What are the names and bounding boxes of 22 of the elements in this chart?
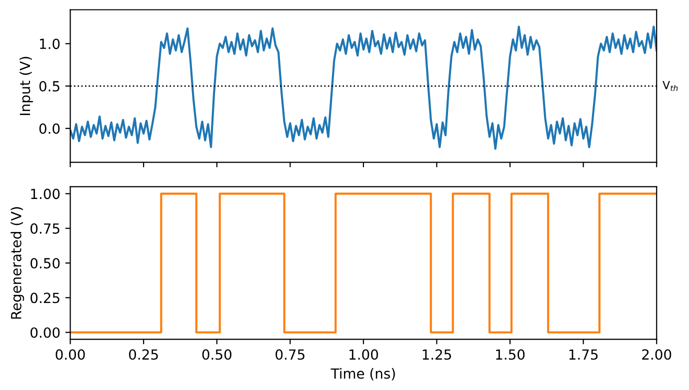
y-tick-label: 0.50 (30, 258, 60, 268)
y-tick-label: 1.00 (31, 188, 60, 200)
y-tick-label: 0.25 (30, 292, 60, 304)
line-series (70, 26, 657, 150)
ref-line-label: V$_{th}$ (662, 80, 678, 91)
y-tick-label: 0.00 (30, 327, 60, 338)
y-tick-label: 0.0 (39, 123, 60, 134)
x-tick-label: 0.25 (129, 349, 158, 360)
x-tick-label: 1.50 (496, 349, 525, 360)
y-axis-title: Regenerated (V) (10, 207, 24, 319)
y-tick-label: 0.75 (30, 223, 60, 234)
x-tick-label: 1.00 (350, 349, 378, 360)
x-axis-title: Time (ns) (330, 368, 395, 380)
x-tick-label: 1.25 (422, 349, 451, 360)
x-tick-label: 2.00 (642, 349, 672, 360)
y-tick-label: 0.5 (39, 81, 60, 92)
x-tick-label: 0.00 (56, 349, 85, 360)
y-axis-title: Input (V) (19, 56, 33, 116)
x-tick-label: 0.75 (276, 349, 304, 360)
x-tick-label: 1.75 (569, 349, 598, 360)
y-tick-label: 1.0 (40, 38, 60, 50)
x-tick-label: 0.50 (202, 349, 232, 360)
